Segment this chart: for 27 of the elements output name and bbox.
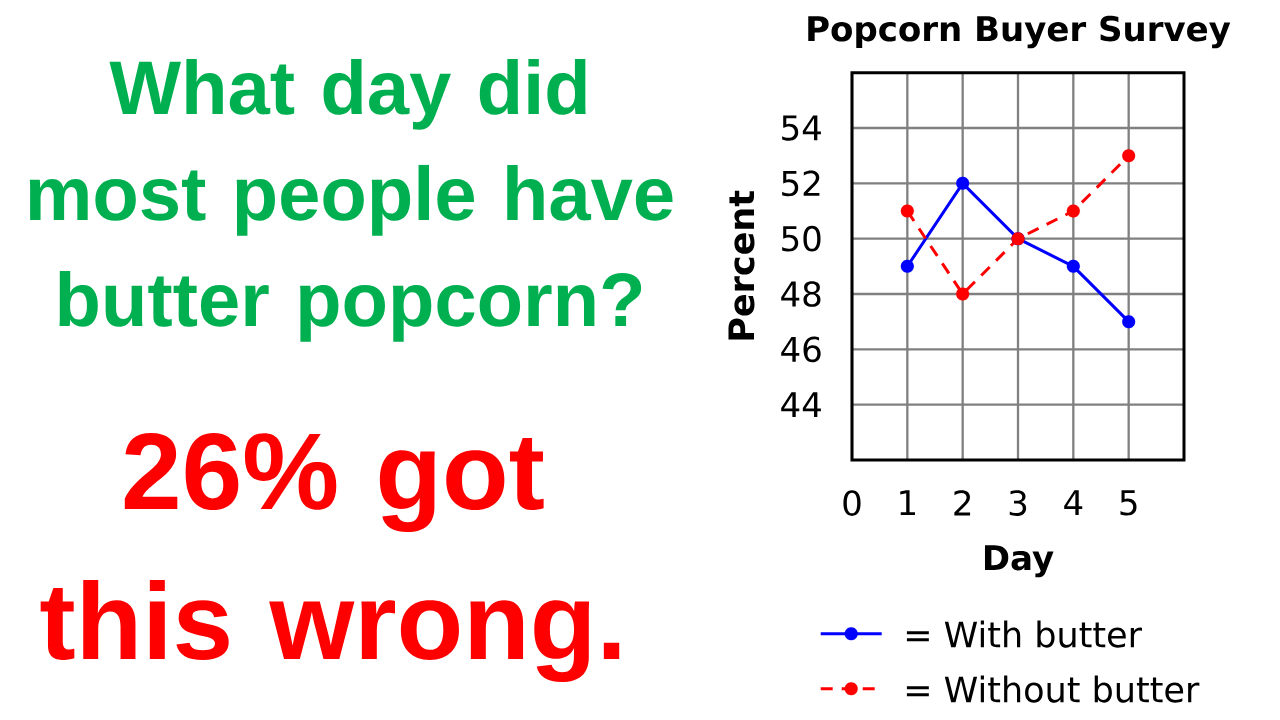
point <box>956 287 970 301</box>
x-tick-label: 0 <box>843 490 861 516</box>
x-tick-label: 2 <box>954 490 971 516</box>
point <box>956 176 970 190</box>
text: What day did most people have butter popcorn? <box>29 58 673 342</box>
y-tick-label: 44 <box>781 392 821 418</box>
x-tick-label: 1 <box>900 490 916 515</box>
x-axis-title: Day <box>984 545 1054 578</box>
x-tick-label: 3 <box>1009 490 1027 516</box>
point <box>900 204 914 218</box>
point <box>1066 204 1080 218</box>
x-tick-label: 5 <box>1120 490 1137 516</box>
point <box>1066 259 1080 273</box>
y-tick-label: 54 <box>782 115 821 141</box>
legend-label: = Without butter <box>906 675 1200 703</box>
legend-label: = With butter <box>906 620 1143 648</box>
y-tick-label: 50 <box>782 225 821 252</box>
point <box>1122 315 1136 329</box>
text: 26% got this wrong. <box>40 432 620 683</box>
x-tick-label: 4 <box>1064 490 1083 515</box>
y-axis-title: Percent <box>728 190 755 340</box>
y-tick-label: 52 <box>782 170 820 197</box>
y-tick-label: 48 <box>781 281 821 307</box>
point <box>900 259 914 273</box>
y-tick-label: 46 <box>781 336 821 363</box>
point <box>1122 149 1136 163</box>
chart-title: Popcorn Buyer Survey <box>808 15 1231 49</box>
